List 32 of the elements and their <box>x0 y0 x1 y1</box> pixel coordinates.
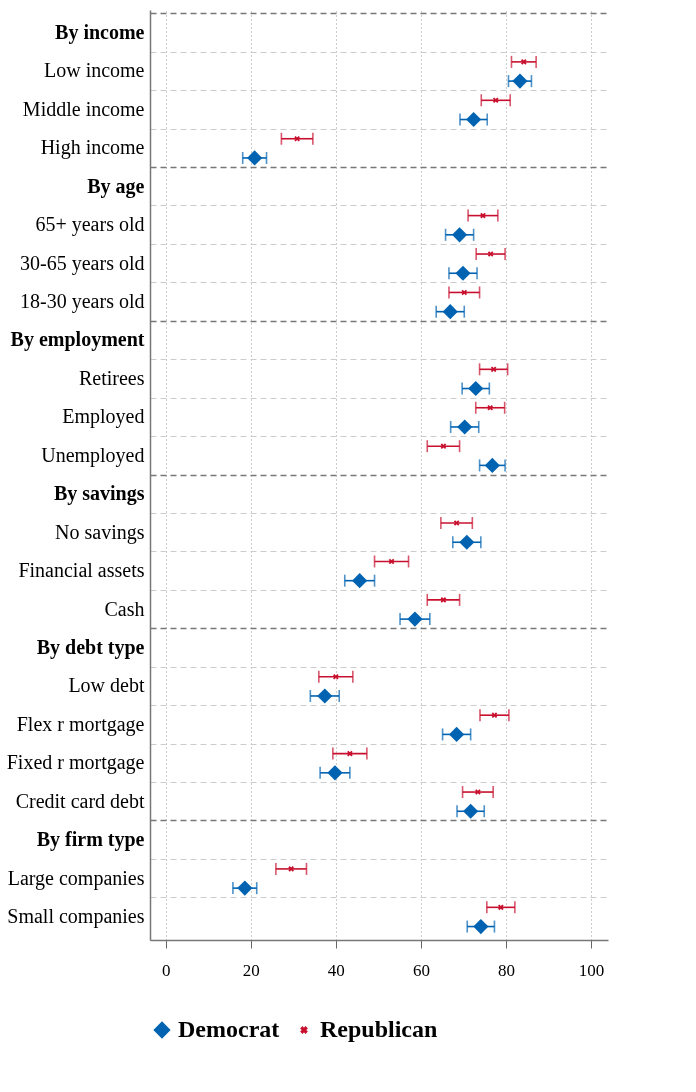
y-tick-label: Retirees <box>78 366 145 389</box>
y-tick-label: 65+ years old <box>35 213 145 237</box>
y-tick-label: Low income <box>43 59 145 82</box>
y-tick-label: Financial assets <box>18 559 145 582</box>
legend-label: Republican <box>320 1016 438 1042</box>
x-tick-label: 20 <box>242 960 260 980</box>
x-tick-label: 40 <box>327 960 345 980</box>
y-tick-label: Small companies <box>7 904 145 928</box>
y-tick-label: 30-65 years old <box>20 251 145 275</box>
y-tick-label: By income <box>55 21 145 45</box>
y-tick-label: Cash <box>104 597 145 620</box>
y-tick-label: Low debt <box>68 674 145 697</box>
x-tick-label: 100 <box>578 960 605 980</box>
y-tick-label: Unemployed <box>41 443 145 467</box>
x-tick-label: 0 <box>161 960 171 980</box>
y-tick-label: High income <box>40 136 145 160</box>
x-tick-label: 60 <box>412 960 430 980</box>
x-tick-label: 80 <box>497 960 515 980</box>
y-tick-label: By age <box>87 174 145 198</box>
y-tick-label: Fixed r mortgage <box>6 751 145 775</box>
y-tick-label: 18-30 years old <box>20 290 145 314</box>
y-tick-label: By debt type <box>36 635 145 659</box>
y-tick-label: By savings <box>53 482 145 506</box>
y-tick-label: Large companies <box>7 866 145 890</box>
y-tick-label: Credit card debt <box>15 789 145 812</box>
y-tick-label: No savings <box>55 520 145 544</box>
y-tick-label: By firm type <box>36 828 145 852</box>
y-tick-label: Employed <box>62 405 145 429</box>
y-tick-label: By employment <box>10 328 145 352</box>
y-tick-label: Flex r mortgage <box>16 712 145 736</box>
y-tick-label: Middle income <box>22 97 145 120</box>
legend-label: Democrat <box>178 1016 280 1042</box>
